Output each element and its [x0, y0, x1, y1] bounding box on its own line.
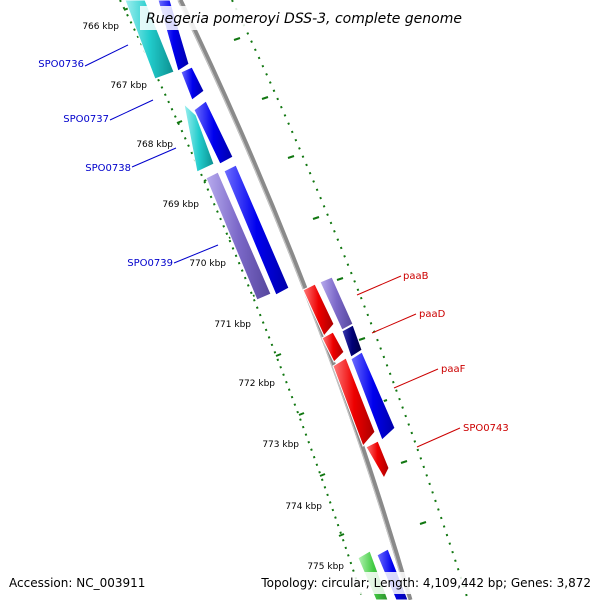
gene-SPO0736-outer[interactable] — [124, 0, 175, 80]
left-gene-labels: SPO0736 SPO0737 SPO0738 SPO0739 — [38, 44, 219, 269]
leader-line-SPO0736 — [84, 44, 129, 67]
genome-summary-text: Topology: circular; Length: 4,109,442 bp… — [260, 576, 591, 590]
ruler-label: 770 kbp — [189, 259, 226, 269]
leader-line-SPO0738 — [131, 147, 177, 168]
gene-SPO0738-inner[interactable] — [193, 100, 234, 165]
gene-label-paaB[interactable]: paaB — [403, 271, 429, 282]
gene-label-SPO0738[interactable]: SPO0738 — [85, 163, 131, 174]
gene-label-paaD[interactable]: paaD — [419, 309, 446, 320]
gene-paaB-purple[interactable] — [319, 276, 354, 331]
inner-ruler — [119, 0, 364, 600]
gene-SPO0737-inner[interactable] — [180, 66, 205, 101]
gene-label-SPO0737[interactable]: SPO0737 — [63, 114, 109, 125]
gene-SPO0739-inner[interactable] — [223, 164, 290, 296]
page-title: Ruegeria pomeroyi DSS-3, complete genome — [146, 11, 462, 27]
gene-label-paaF[interactable]: paaF — [441, 364, 466, 375]
gene-paaF-red[interactable] — [332, 357, 376, 447]
gene-SPO0737-outer[interactable] — [183, 102, 215, 173]
gene-label-SPO0736[interactable]: SPO0736 — [38, 59, 84, 70]
right-gene-labels: paaB paaD paaF SPO0743 — [356, 271, 509, 448]
leader-line-SPO0739 — [173, 244, 219, 264]
ruler-labels: 766 kbp 767 kbp 768 kbp 769 kbp 770 kbp … — [82, 22, 344, 572]
leader-line-SPO0737 — [109, 99, 154, 121]
outer-ruler — [231, 0, 469, 600]
ruler-label: 766 kbp — [82, 22, 119, 32]
forward-strand-features — [157, 0, 409, 600]
ruler-label: 767 kbp — [110, 81, 147, 91]
ruler-label: 773 kbp — [262, 440, 299, 450]
reverse-strand-features — [124, 0, 390, 600]
inner-ruler-ticks — [123, 7, 345, 537]
accession-text: Accession: NC_003911 — [9, 576, 145, 590]
ruler-label: 771 kbp — [214, 320, 251, 330]
leader-line-SPO0743 — [416, 427, 461, 448]
ruler-label: 775 kbp — [307, 562, 344, 572]
title-background — [140, 6, 456, 30]
gene-paaD-navy[interactable] — [341, 324, 363, 358]
gene-paaD-red[interactable] — [321, 331, 345, 363]
gene-SPO0739-outer[interactable] — [205, 171, 272, 301]
gene-label-SPO0739[interactable]: SPO0739 — [127, 258, 173, 269]
gene-SPO0743-red[interactable] — [365, 440, 390, 480]
leader-line-paaF — [393, 368, 439, 389]
leader-line-paaB — [356, 275, 402, 296]
gene-label-SPO0743[interactable]: SPO0743 — [463, 423, 509, 434]
ruler-label: 774 kbp — [285, 502, 322, 512]
ruler-label: 772 kbp — [238, 379, 275, 389]
ruler-label: 768 kbp — [136, 140, 173, 150]
leader-line-paaD — [371, 313, 417, 334]
gene-paaF-blue[interactable] — [350, 351, 396, 441]
footer-background — [0, 572, 600, 594]
gene-paaB-red[interactable] — [302, 283, 335, 337]
ruler-label: 769 kbp — [162, 200, 199, 210]
